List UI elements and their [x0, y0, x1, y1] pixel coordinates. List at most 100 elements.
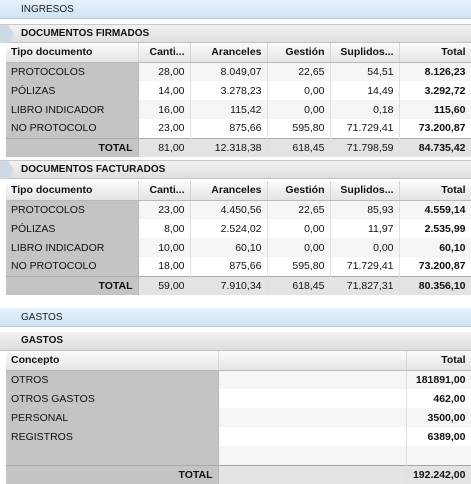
cell-concepto: OTROS GASTOS — [6, 389, 219, 408]
cell-spacer — [218, 427, 407, 446]
col-header-gestion[interactable]: Gestión — [267, 43, 331, 63]
cell-suplidos: 11,97 — [330, 219, 400, 238]
cell-spacer — [218, 389, 407, 408]
gastos-section-title: GASTOS — [21, 312, 63, 323]
cell-suplidos: 71.729,41 — [330, 257, 400, 276]
total-cantidad: 59,00 — [138, 275, 191, 295]
table-row[interactable]: PERSONAL 3500,00 — [6, 408, 471, 427]
chevron-right-icon — [0, 161, 14, 179]
cell-aranceles: 60,10 — [190, 238, 268, 257]
cell-suplidos: 85,93 — [330, 200, 400, 219]
cell-aranceles: 4.450,56 — [190, 200, 268, 219]
cell-total: 73.200,87 — [399, 119, 471, 138]
cell-aranceles: 3.278,23 — [190, 81, 268, 100]
cell-suplidos: 71.729,41 — [330, 119, 400, 138]
facturados-group-header[interactable]: DOCUMENTOS FACTURADOS — [0, 160, 471, 179]
cell-gestion: 0,00 — [267, 238, 331, 257]
total-aranceles: 12.318,38 — [190, 137, 268, 157]
cell-total: 3500,00 — [406, 408, 471, 427]
table-row[interactable]: LIBRO INDICADOR 10,00 60,10 0,00 0,00 60… — [6, 238, 471, 257]
cell-concepto: OTROS — [6, 370, 219, 389]
table-row[interactable]: PROTOCOLOS 23,00 4.450,56 22,65 85,93 4.… — [6, 200, 471, 219]
total-label: TOTAL — [6, 464, 219, 484]
cell-total: 2.535,99 — [399, 219, 471, 238]
cell-aranceles: 8.049,07 — [190, 62, 268, 81]
cell-total: 115,60 — [399, 100, 471, 119]
cell-suplidos: 54,51 — [330, 62, 400, 81]
col-header-total[interactable]: Total — [399, 181, 471, 201]
firmados-title: DOCUMENTOS FIRMADOS — [21, 28, 150, 39]
cell-gestion: 0,00 — [267, 81, 331, 100]
cell-cantidad: 14,00 — [138, 81, 191, 100]
firmados-table: Tipo documento Canti... Aranceles Gestió… — [6, 43, 471, 157]
total-gestion: 618,45 — [267, 275, 331, 295]
total-suplidos: 71.798,59 — [330, 137, 400, 157]
col-header-spacer — [218, 351, 407, 371]
cell-gestion: 0,00 — [267, 219, 331, 238]
table-row[interactable]: PROTOCOLOS 28,00 8.049,07 22,65 54,51 8.… — [6, 62, 471, 81]
cell-total: 60,10 — [399, 238, 471, 257]
col-header-concepto[interactable]: Concepto — [6, 351, 219, 371]
table-row[interactable]: OTROS 181891,00 — [6, 370, 471, 389]
col-header-cantidad[interactable]: Canti... — [138, 181, 191, 201]
cell-suplidos: 14,49 — [330, 81, 400, 100]
col-header-total[interactable]: Total — [399, 43, 471, 63]
ingresos-section-header[interactable]: INGRESOS — [0, 0, 471, 19]
gastos-section-header[interactable]: GASTOS — [0, 308, 471, 327]
col-header-tipo[interactable]: Tipo documento — [6, 43, 139, 63]
total-total: 80.356,10 — [399, 275, 471, 295]
total-row: TOTAL 81,00 12.318,38 618,45 71.798,59 8… — [6, 137, 471, 157]
col-header-aranceles[interactable]: Aranceles — [190, 181, 268, 201]
total-aranceles: 7.910,34 — [190, 275, 268, 295]
total-cantidad: 81,00 — [138, 137, 191, 157]
cell-cantidad: 23,00 — [138, 200, 191, 219]
cell-total: 8.126,23 — [399, 62, 471, 81]
cell-tipo: PROTOCOLOS — [6, 200, 139, 219]
cell-concepto: REGISTROS — [6, 427, 219, 446]
cell-concepto: PERSONAL — [6, 408, 219, 427]
ingresos-title: INGRESOS — [21, 4, 74, 15]
cell-spacer — [218, 408, 407, 427]
firmados-group-header[interactable]: DOCUMENTOS FIRMADOS — [0, 24, 471, 43]
col-header-gestion[interactable]: Gestión — [267, 181, 331, 201]
facturados-table: Tipo documento Canti... Aranceles Gestió… — [6, 181, 471, 295]
table-row[interactable]: OTROS GASTOS 462,00 — [6, 389, 471, 408]
col-header-tipo[interactable]: Tipo documento — [6, 181, 139, 201]
cell-cantidad: 18,00 — [138, 257, 191, 276]
total-total: 84.735,42 — [399, 137, 471, 157]
cell-gestion: 22,65 — [267, 200, 331, 219]
table-row[interactable]: REGISTROS 6389,00 — [6, 427, 471, 446]
gastos-group-header[interactable]: GASTOS — [0, 332, 471, 351]
cell-gestion: 0,00 — [267, 100, 331, 119]
cell-tipo: LIBRO INDICADOR — [6, 238, 139, 257]
cell-suplidos: 0,18 — [330, 100, 400, 119]
cell-total: 3.292,72 — [399, 81, 471, 100]
table-row[interactable]: PÓLIZAS 8,00 2.524,02 0,00 11,97 2.535,9… — [6, 219, 471, 238]
col-header-suplidos[interactable]: Suplidos... — [330, 43, 400, 63]
cell-gestion: 22,65 — [267, 62, 331, 81]
table-row-empty — [6, 446, 471, 465]
cell-aranceles: 875,66 — [190, 119, 268, 138]
cell-total-empty — [406, 446, 471, 465]
table-row[interactable]: NO PROTOCOLO 18,00 875,66 595,80 71.729,… — [6, 257, 471, 276]
total-row: TOTAL 192.242,00 — [6, 464, 471, 484]
col-header-suplidos[interactable]: Suplidos... — [330, 181, 400, 201]
gastos-table: Concepto Total OTROS 181891,00 OTROS GAS… — [6, 351, 471, 484]
cell-tipo: PÓLIZAS — [6, 219, 139, 238]
cell-aranceles: 115,42 — [190, 100, 268, 119]
table-row[interactable]: NO PROTOCOLO 23,00 875,66 595,80 71.729,… — [6, 119, 471, 138]
cell-aranceles: 2.524,02 — [190, 219, 268, 238]
cell-tipo: NO PROTOCOLO — [6, 119, 139, 138]
col-header-cantidad[interactable]: Canti... — [138, 43, 191, 63]
col-header-total[interactable]: Total — [406, 351, 471, 371]
table-row[interactable]: PÓLIZAS 14,00 3.278,23 0,00 14,49 3.292,… — [6, 81, 471, 100]
cell-total: 73.200,87 — [399, 257, 471, 276]
cell-cantidad: 8,00 — [138, 219, 191, 238]
col-header-aranceles[interactable]: Aranceles — [190, 43, 268, 63]
cell-spacer — [218, 370, 407, 389]
total-label: TOTAL — [6, 275, 139, 295]
total-suplidos: 71.827,31 — [330, 275, 400, 295]
cell-tipo: PROTOCOLOS — [6, 62, 139, 81]
cell-cantidad: 10,00 — [138, 238, 191, 257]
table-row[interactable]: LIBRO INDICADOR 16,00 115,42 0,00 0,18 1… — [6, 100, 471, 119]
